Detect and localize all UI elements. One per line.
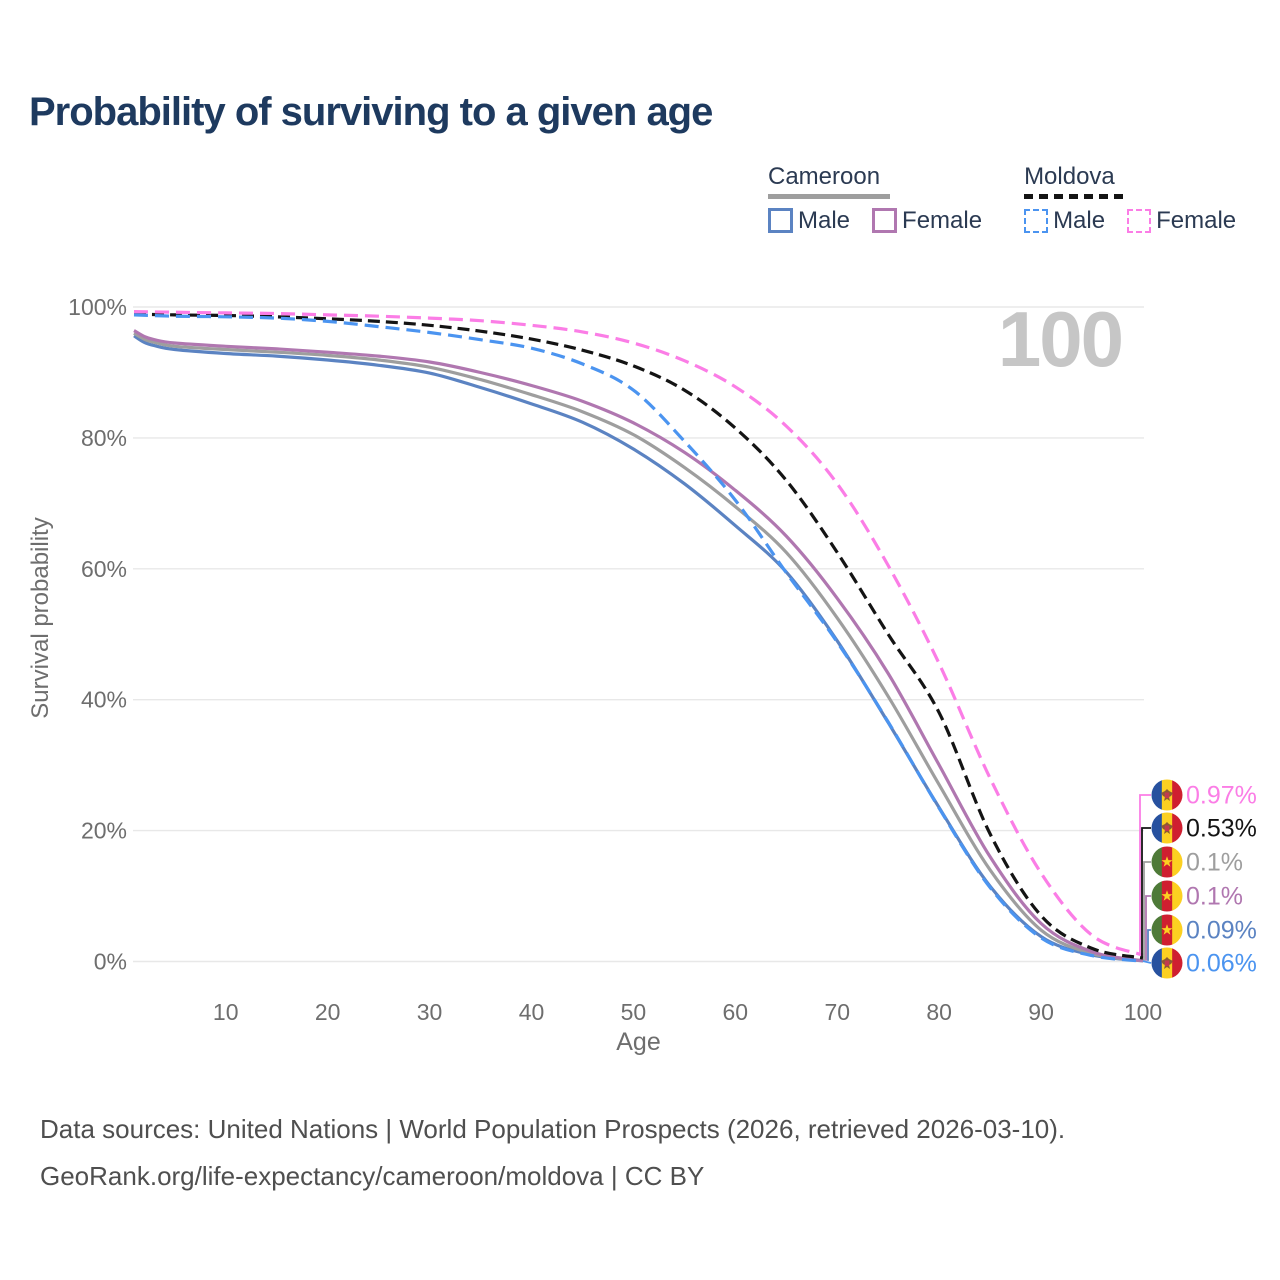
moldova-line-swatch <box>1024 194 1125 199</box>
end-value-label-cameroon-female: 0.1% <box>1186 883 1243 911</box>
cameroon-star <box>1161 924 1173 935</box>
moldova-flag-icon <box>1151 779 1183 811</box>
x-tick-label: 40 <box>519 999 545 1025</box>
leader-line-cameroon-female <box>1145 895 1151 961</box>
y-tick-label: 40% <box>81 687 127 713</box>
legend-label-cameroon-male: Male <box>798 206 851 234</box>
x-tick-label: 60 <box>723 999 749 1025</box>
y-tick-label: 80% <box>81 425 127 451</box>
x-tick-label: 10 <box>213 999 239 1025</box>
cameroon-female-swatch[interactable] <box>872 208 898 233</box>
end-value-label-cameroon-total: 0.1% <box>1186 849 1243 877</box>
legend-label-cameroon-female: Female <box>902 206 983 234</box>
x-tick-label: 30 <box>417 999 443 1025</box>
legend-group-cameroon: Cameroon Male Female <box>768 163 982 235</box>
hover-age-watermark: 100 <box>998 295 1122 383</box>
legend-item-moldova-male[interactable]: Male <box>1024 207 1105 235</box>
moldova-flag-icon <box>1151 947 1183 979</box>
leader-line-moldova-male <box>1142 960 1152 964</box>
chart-title: Probability of surviving to a given age <box>29 90 713 134</box>
cameroon-flag-icon <box>1151 880 1183 912</box>
series-line-cameroon-female[interactable] <box>133 329 1144 963</box>
series-line-cameroon-male[interactable] <box>133 334 1144 963</box>
legend: Cameroon Male Female Moldova Male <box>768 163 1236 235</box>
legend-item-moldova-female[interactable]: Female <box>1127 207 1236 235</box>
moldova-male-swatch[interactable] <box>1024 208 1049 233</box>
legend-label-moldova-male: Male <box>1053 206 1106 234</box>
end-value-label-moldova-total: 0.53% <box>1186 815 1257 843</box>
y-tick-label: 60% <box>81 556 127 582</box>
leader-line-moldova-female <box>1139 794 1151 956</box>
end-value-label-moldova-male: 0.06% <box>1186 950 1257 978</box>
moldova-female-swatch[interactable] <box>1127 208 1152 233</box>
legend-item-cameroon-male[interactable]: Male <box>768 207 850 235</box>
footer: Data sources: United Nations | World Pop… <box>40 1106 1065 1200</box>
cameroon-male-swatch[interactable] <box>768 208 793 233</box>
series-line-moldova-female[interactable] <box>133 310 1144 957</box>
series-line-cameroon-total[interactable] <box>133 331 1144 963</box>
y-tick-label: 20% <box>81 818 127 844</box>
x-tick-label: 100 <box>1124 999 1162 1025</box>
legend-title-moldova: Moldova <box>1024 163 1115 190</box>
legend-row-moldova: Male Female <box>1024 207 1236 235</box>
moldova-flag-icon <box>1151 812 1183 844</box>
legend-item-cameroon-female[interactable]: Female <box>872 207 982 235</box>
cameroon-star <box>1161 856 1173 867</box>
leader-line-cameroon-total <box>1143 861 1151 961</box>
x-axis-title: Age <box>616 1028 660 1056</box>
data-sources-line: Data sources: United Nations | World Pop… <box>40 1114 1066 1144</box>
y-tick-label: 100% <box>68 294 127 320</box>
y-tick-label: 0% <box>94 949 127 975</box>
x-tick-label: 80 <box>926 999 952 1025</box>
cameroon-line-swatch <box>768 194 890 199</box>
end-value-label-cameroon-male: 0.09% <box>1186 917 1257 945</box>
series-line-moldova-total[interactable] <box>133 312 1144 960</box>
cameroon-flag-icon <box>1151 846 1183 878</box>
leader-line-cameroon-male <box>1147 929 1151 961</box>
legend-group-moldova: Moldova Male Female <box>1024 163 1236 235</box>
cameroon-flag-icon <box>1151 914 1183 946</box>
series-line-moldova-male[interactable] <box>133 313 1144 963</box>
legend-label-moldova-female: Female <box>1156 206 1237 234</box>
legend-row-cameroon: Male Female <box>768 207 982 235</box>
end-value-label-moldova-female: 0.97% <box>1186 782 1257 810</box>
y-axis-title: Survival probability <box>27 517 54 718</box>
cameroon-star <box>1161 890 1173 901</box>
x-tick-label: 90 <box>1028 999 1054 1025</box>
legend-title-cameroon: Cameroon <box>768 163 881 190</box>
attribution-line: GeoRank.org/life-expectancy/cameroon/mol… <box>40 1161 705 1191</box>
x-tick-label: 70 <box>824 999 850 1025</box>
leader-line-moldova-total <box>1141 827 1151 958</box>
x-tick-label: 50 <box>621 999 647 1025</box>
x-tick-label: 20 <box>315 999 341 1025</box>
